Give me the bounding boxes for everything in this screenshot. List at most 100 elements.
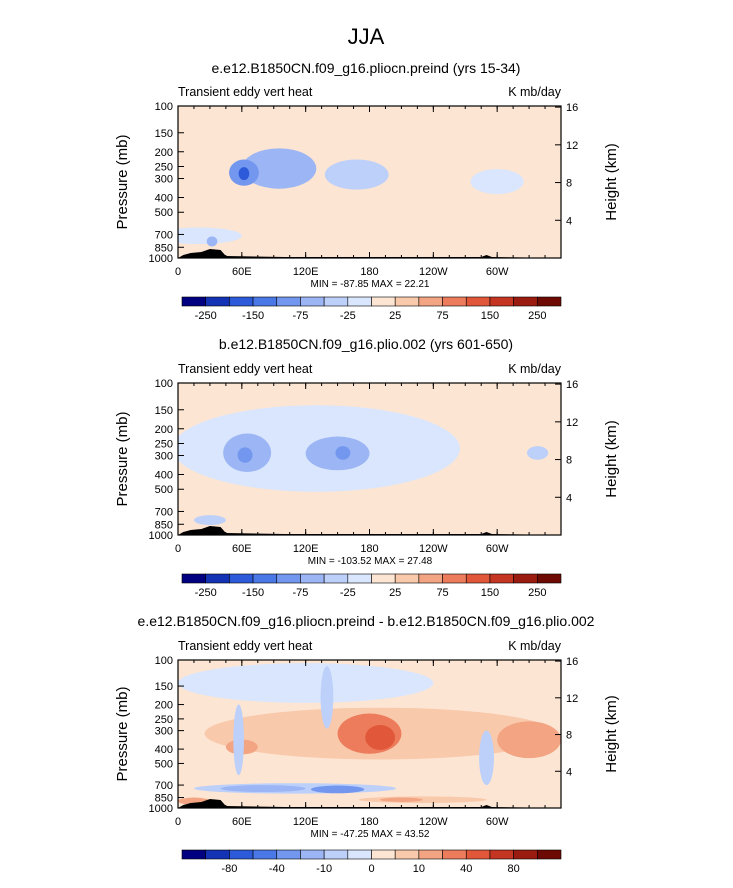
contour-region bbox=[233, 704, 244, 776]
y-tick-label: 700 bbox=[155, 506, 173, 518]
x-tick-label: 60E bbox=[232, 543, 252, 555]
panel-title: e.e12.B1850CN.f09_g16.pliocn.preind (yrs… bbox=[212, 60, 521, 76]
contour-region bbox=[178, 663, 434, 703]
colorbar-swatch bbox=[371, 849, 396, 860]
y-right-tick-label: 8 bbox=[566, 178, 572, 190]
contour-region bbox=[470, 169, 524, 195]
colorbar-label: 250 bbox=[528, 587, 546, 599]
y-tick-label: 250 bbox=[155, 438, 173, 450]
colorbar-swatch bbox=[489, 573, 514, 584]
y-tick-label: 200 bbox=[155, 147, 173, 159]
colorbar-label: 40 bbox=[460, 863, 472, 875]
colorbar-swatch bbox=[418, 849, 443, 860]
panel-subtitle-left: Transient eddy vert heat bbox=[178, 362, 313, 376]
contour-region bbox=[358, 796, 487, 803]
panel-title: b.e12.B1850CN.f09_g16.plio.002 (yrs 601-… bbox=[219, 336, 513, 352]
colorbar-swatch bbox=[300, 849, 325, 860]
colorbar-swatch bbox=[489, 296, 514, 307]
y-tick-label: 850 bbox=[155, 242, 173, 254]
colorbar-label: -150 bbox=[242, 587, 264, 599]
contour-region bbox=[497, 721, 561, 759]
y-tick-label: 400 bbox=[155, 193, 173, 205]
colorbar-label: -40 bbox=[269, 863, 285, 875]
contour-region bbox=[237, 447, 253, 463]
y-tick-label: 250 bbox=[155, 161, 173, 173]
colorbar-swatch bbox=[252, 849, 278, 860]
y-tick-label: 300 bbox=[155, 726, 173, 738]
y-tick-label: 850 bbox=[155, 519, 173, 531]
colorbar-label: -150 bbox=[242, 310, 264, 322]
field-layer bbox=[178, 106, 561, 258]
colorbar-swatch bbox=[229, 573, 254, 584]
topography-mask bbox=[178, 249, 561, 258]
colorbar-swatch bbox=[513, 573, 538, 584]
y-right-tick-label: 16 bbox=[566, 656, 578, 668]
y-right-tick-label: 16 bbox=[566, 102, 578, 114]
colorbar-swatch bbox=[394, 573, 420, 584]
colorbar-label: 150 bbox=[481, 310, 499, 322]
contour-region bbox=[365, 725, 396, 750]
colorbar-swatch bbox=[442, 849, 467, 860]
y-tick-label: 300 bbox=[155, 451, 173, 463]
chart-panel-3: e.e12.B1850CN.f09_g16.pliocn.preind - b.… bbox=[114, 613, 620, 875]
y-right-tick-label: 12 bbox=[566, 693, 578, 705]
x-tick-label: 120W bbox=[419, 816, 448, 828]
x-tick-label: 120E bbox=[293, 543, 319, 555]
colorbar-label: -25 bbox=[340, 310, 356, 322]
y-tick-label: 200 bbox=[155, 424, 173, 436]
y-right-axis-label: Height (km) bbox=[603, 695, 620, 773]
contour-region bbox=[369, 202, 561, 238]
contour-region bbox=[193, 515, 226, 526]
colorbar-swatch bbox=[442, 296, 467, 307]
min-max-stats: MIN = -103.52 MAX = 27.48 bbox=[308, 556, 433, 567]
colorbar-swatch bbox=[537, 849, 562, 860]
colorbar-swatch bbox=[205, 296, 230, 307]
colorbar-swatch bbox=[181, 849, 206, 860]
colorbar-swatch bbox=[418, 296, 443, 307]
colorbar-swatch bbox=[465, 849, 491, 860]
colorbar-swatch bbox=[229, 849, 254, 860]
y-tick-label: 1000 bbox=[149, 803, 173, 815]
contour-region bbox=[380, 797, 423, 802]
colorbar-swatch bbox=[323, 849, 349, 860]
colorbar-swatch bbox=[252, 573, 278, 584]
colorbar-label: -75 bbox=[292, 587, 308, 599]
y-tick-label: 700 bbox=[155, 780, 173, 792]
y-tick-label: 300 bbox=[155, 174, 173, 186]
colorbar-label: 250 bbox=[528, 310, 546, 322]
min-max-stats: MIN = -87.85 MAX = 22.21 bbox=[311, 279, 430, 290]
colorbar-swatch bbox=[347, 296, 372, 307]
x-tick-label: 60W bbox=[486, 543, 509, 555]
x-tick-label: 0 bbox=[175, 816, 181, 828]
y-tick-label: 150 bbox=[155, 681, 173, 693]
x-tick-label: 180 bbox=[360, 816, 378, 828]
y-tick-label: 200 bbox=[155, 700, 173, 712]
colorbar-swatch bbox=[205, 849, 230, 860]
contour-region bbox=[238, 167, 250, 181]
y-tick-label: 400 bbox=[155, 470, 173, 482]
contour-region bbox=[220, 785, 306, 793]
field-layer bbox=[178, 383, 561, 535]
colorbar-swatch bbox=[537, 573, 562, 584]
y-right-axis-label: Height (km) bbox=[603, 420, 620, 498]
colorbar-swatch bbox=[347, 573, 372, 584]
y-tick-label: 400 bbox=[155, 744, 173, 756]
colorbar-label: 25 bbox=[389, 587, 401, 599]
colorbar-swatch bbox=[323, 573, 349, 584]
colorbar-label: -75 bbox=[292, 310, 308, 322]
colorbar-swatch bbox=[371, 573, 396, 584]
x-tick-label: 60W bbox=[486, 816, 509, 828]
colorbar-label: -80 bbox=[221, 863, 237, 875]
colorbar-swatch bbox=[205, 573, 230, 584]
y-axis-label: Pressure (mb) bbox=[114, 134, 131, 229]
y-tick-label: 150 bbox=[155, 128, 173, 140]
x-tick-label: 60E bbox=[232, 266, 252, 278]
chart-panel-2: b.e12.B1850CN.f09_g16.plio.002 (yrs 601-… bbox=[114, 336, 620, 599]
panel-subtitle-left: Transient eddy vert heat bbox=[178, 639, 313, 653]
colorbar-swatch bbox=[300, 573, 325, 584]
y-right-tick-label: 12 bbox=[566, 417, 578, 429]
colorbar-label: 10 bbox=[413, 863, 425, 875]
y-tick-label: 100 bbox=[155, 101, 173, 113]
panel-title: e.e12.B1850CN.f09_g16.pliocn.preind - b.… bbox=[138, 613, 595, 629]
